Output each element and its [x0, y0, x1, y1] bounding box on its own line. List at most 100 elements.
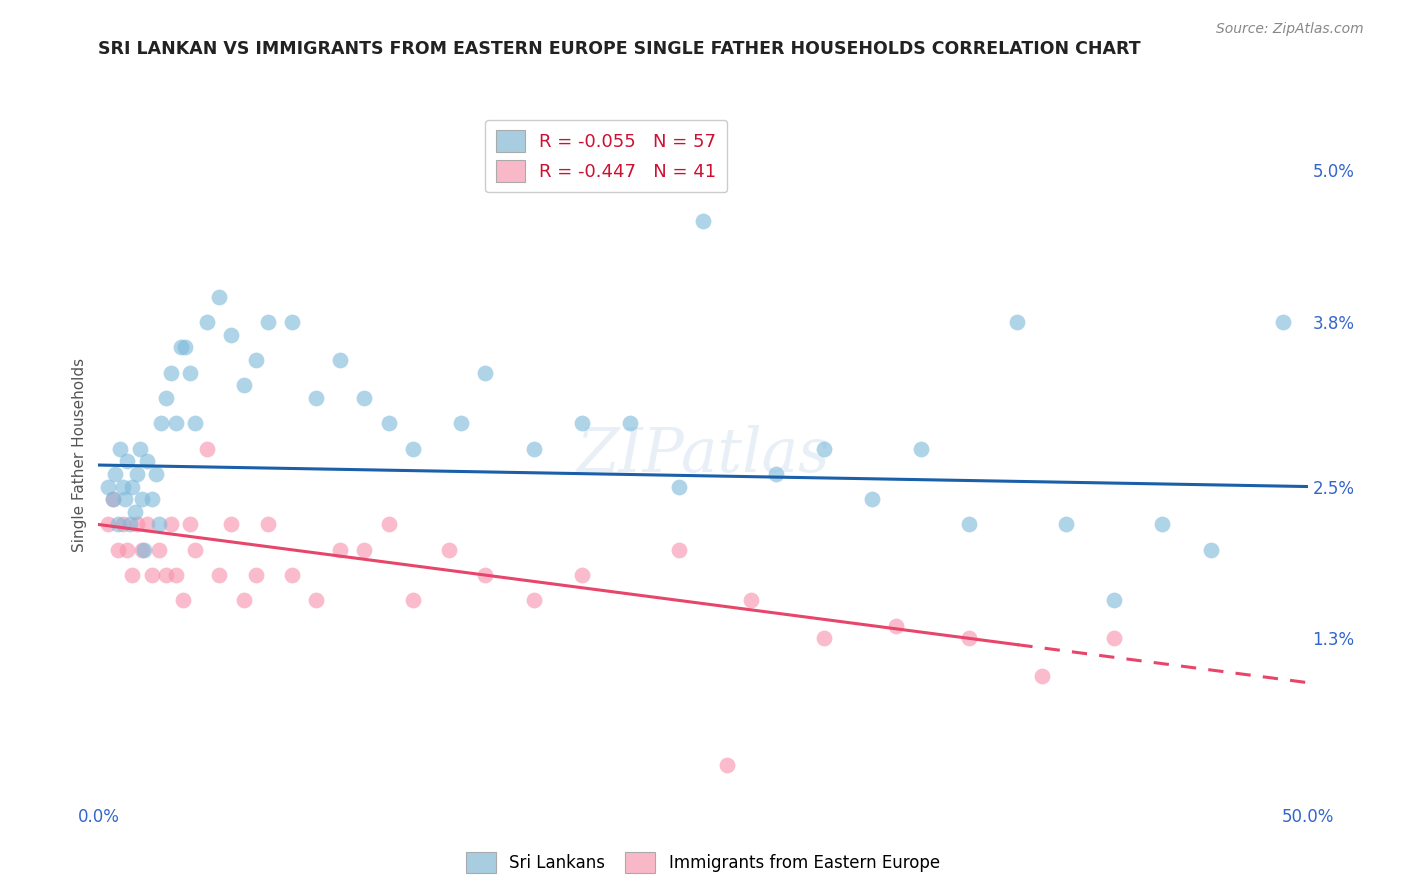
Point	[668, 542, 690, 557]
Point	[571, 568, 593, 582]
Point	[692, 214, 714, 228]
Point	[1272, 315, 1295, 329]
Point	[1152, 517, 1174, 532]
Point	[402, 593, 425, 607]
Point	[145, 467, 167, 481]
Point	[221, 327, 243, 342]
Point	[155, 568, 177, 582]
Point	[104, 467, 127, 481]
Point	[957, 632, 980, 646]
Point	[165, 568, 187, 582]
Point	[174, 340, 197, 354]
Point	[437, 542, 460, 557]
Point	[148, 542, 170, 557]
Point	[957, 517, 980, 532]
Legend: R = -0.055   N = 57, R = -0.447   N = 41: R = -0.055 N = 57, R = -0.447 N = 41	[485, 120, 727, 193]
Point	[619, 417, 641, 431]
Point	[281, 568, 304, 582]
Point	[1102, 632, 1125, 646]
Point	[474, 366, 496, 380]
Point	[127, 517, 149, 532]
Point	[245, 353, 267, 368]
Point	[148, 517, 170, 532]
Legend: Sri Lankans, Immigrants from Eastern Europe: Sri Lankans, Immigrants from Eastern Eur…	[460, 846, 946, 880]
Point	[221, 517, 243, 532]
Point	[329, 353, 352, 368]
Point	[402, 442, 425, 456]
Point	[195, 442, 218, 456]
Point	[108, 442, 131, 456]
Point	[329, 542, 352, 557]
Point	[668, 479, 690, 493]
Point	[121, 479, 143, 493]
Point	[107, 517, 129, 532]
Point	[474, 568, 496, 582]
Point	[245, 568, 267, 582]
Point	[117, 542, 139, 557]
Point	[184, 542, 207, 557]
Point	[450, 417, 472, 431]
Point	[377, 417, 399, 431]
Point	[160, 517, 183, 532]
Point	[135, 517, 157, 532]
Y-axis label: Single Father Households: Single Father Households	[72, 358, 87, 552]
Point	[1102, 593, 1125, 607]
Point	[305, 391, 328, 405]
Point	[107, 542, 129, 557]
Point	[114, 492, 136, 507]
Point	[97, 517, 120, 532]
Point	[165, 417, 187, 431]
Point	[813, 632, 835, 646]
Point	[1054, 517, 1077, 532]
Point	[1031, 669, 1053, 683]
Text: ZIPatlas: ZIPatlas	[576, 425, 830, 485]
Point	[195, 315, 218, 329]
Point	[256, 315, 278, 329]
Point	[571, 417, 593, 431]
Point	[141, 568, 163, 582]
Point	[208, 568, 231, 582]
Point	[910, 442, 932, 456]
Point	[179, 517, 201, 532]
Point	[353, 391, 375, 405]
Point	[141, 492, 163, 507]
Point	[305, 593, 328, 607]
Point	[1007, 315, 1029, 329]
Point	[111, 479, 134, 493]
Point	[160, 366, 183, 380]
Point	[716, 757, 738, 772]
Point	[256, 517, 278, 532]
Point	[155, 391, 177, 405]
Point	[886, 618, 908, 632]
Point	[523, 593, 546, 607]
Point	[101, 492, 124, 507]
Point	[765, 467, 787, 481]
Point	[523, 442, 546, 456]
Point	[118, 517, 141, 532]
Point	[150, 417, 173, 431]
Point	[121, 568, 143, 582]
Point	[127, 467, 149, 481]
Point	[740, 593, 762, 607]
Point	[172, 593, 194, 607]
Text: Source: ZipAtlas.com: Source: ZipAtlas.com	[1216, 22, 1364, 37]
Point	[860, 492, 883, 507]
Point	[101, 492, 124, 507]
Point	[169, 340, 191, 354]
Point	[281, 315, 304, 329]
Point	[97, 479, 120, 493]
Point	[179, 366, 201, 380]
Point	[813, 442, 835, 456]
Point	[232, 593, 254, 607]
Point	[124, 505, 146, 519]
Point	[377, 517, 399, 532]
Point	[128, 442, 150, 456]
Point	[353, 542, 375, 557]
Point	[134, 542, 156, 557]
Point	[117, 454, 139, 468]
Point	[1199, 542, 1222, 557]
Point	[135, 454, 157, 468]
Point	[232, 378, 254, 392]
Point	[208, 290, 231, 304]
Point	[131, 542, 153, 557]
